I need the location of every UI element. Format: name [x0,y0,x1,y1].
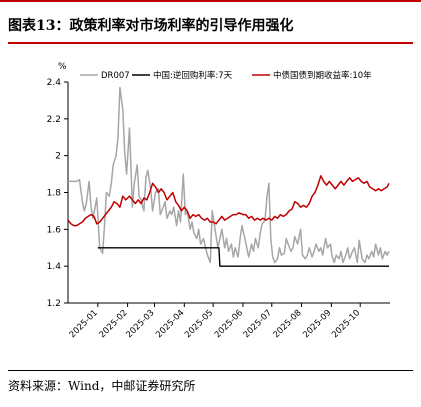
figure-title: 图表13：政策利率对市场利率的引导作用强化 [8,18,294,34]
x-tick-label: 2025-05 [183,308,215,340]
y-tick-label: 2.2 [47,115,61,125]
y-tick-label: 1.4 [47,262,62,272]
x-tick-label: 2025-07 [242,308,274,340]
x-tick-label: 2025-08 [272,308,304,340]
x-tick-label: 2025-06 [213,308,245,340]
y-tick-label: 2.4 [47,78,62,88]
x-axis: 2025-012025-022025-032025-042025-052025-… [68,302,390,340]
legend-label-dr007: DR007 [101,71,130,81]
x-tick-label: 2025-04 [154,308,186,340]
x-tick-label: 2025-01 [68,308,100,340]
x-tick-label: 2025-02 [98,308,130,340]
series-layer [67,86,390,267]
y-axis: 1.2 1.4 1.6 1.8 2 2.2 2.4 [47,78,69,309]
legend: DR007 中国:逆回购利率:7天 中债国债到期收益率:10年 [80,70,372,81]
series-line-reverse-repo [97,247,389,267]
series-line-10y-yield [67,175,390,227]
legend-label-10y-yield: 中债国债到期收益率:10年 [273,70,372,81]
legend-label-reverse-repo: 中国:逆回购利率:7天 [153,70,233,81]
source-note: 资料来源：Wind，中邮证券研究所 [8,379,196,393]
source-divider [8,370,413,371]
y-tick-label: 1.8 [47,189,62,199]
top-accent-rule [0,0,421,2]
series-line-dr007 [68,86,390,264]
x-tick-label: 2025-03 [124,308,156,340]
x-tick-label: 2025-10 [330,308,362,340]
title-underline [8,42,413,44]
y-tick-label: 1.6 [47,225,62,235]
line-chart: % DR007 中国:逆回购利率:7天 中债国债到期收益率:10年 1.2 1.4… [47,62,390,340]
y-tick-label: 1.2 [47,299,61,309]
x-tick-label: 2025-09 [301,308,333,340]
y-axis-unit-label: % [58,62,67,72]
y-tick-label: 2 [55,152,61,162]
